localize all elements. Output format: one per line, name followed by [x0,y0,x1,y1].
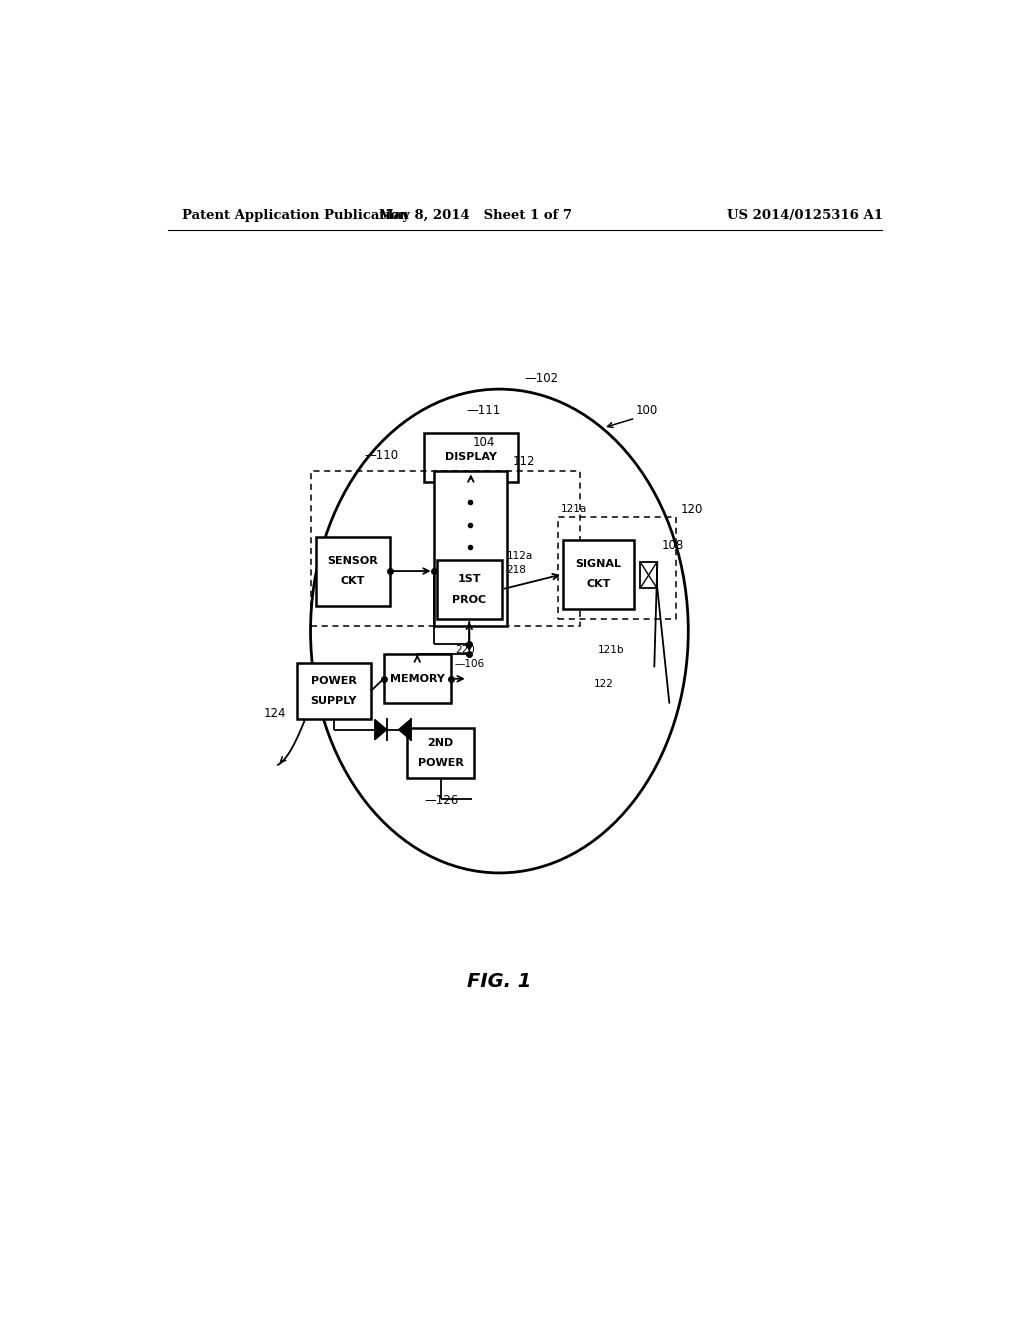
FancyBboxPatch shape [384,655,451,704]
Text: 121a: 121a [561,504,588,513]
Text: MEMORY: MEMORY [390,673,444,684]
Text: 112: 112 [513,455,536,467]
Text: US 2014/0125316 A1: US 2014/0125316 A1 [727,209,883,222]
Text: PROC: PROC [453,594,486,605]
FancyBboxPatch shape [408,727,474,779]
Text: SUPPLY: SUPPLY [310,696,357,706]
Text: FIG. 1: FIG. 1 [467,973,531,991]
FancyBboxPatch shape [316,536,390,606]
Text: 2ND: 2ND [428,738,454,748]
Text: —106: —106 [455,659,485,668]
Text: POWER: POWER [311,676,357,686]
Text: 112a: 112a [507,550,532,561]
Text: CKT: CKT [341,577,366,586]
Polygon shape [375,719,387,739]
Text: 122: 122 [594,680,613,689]
Text: 220: 220 [455,645,475,655]
Text: 121b: 121b [598,645,624,655]
Text: Patent Application Publication: Patent Application Publication [182,209,409,222]
FancyBboxPatch shape [640,562,657,589]
Text: CKT: CKT [587,579,610,589]
Text: —126: —126 [425,795,459,808]
Text: 1ST: 1ST [458,574,481,585]
Text: 104: 104 [472,437,495,450]
FancyBboxPatch shape [433,471,507,626]
Text: —111: —111 [467,404,501,417]
Text: —102: —102 [524,372,559,385]
Polygon shape [398,719,411,739]
Text: POWER: POWER [418,758,464,768]
Text: DISPLAY: DISPLAY [444,453,497,462]
Text: 124: 124 [264,706,286,719]
Text: May 8, 2014   Sheet 1 of 7: May 8, 2014 Sheet 1 of 7 [379,209,572,222]
Text: SIGNAL: SIGNAL [575,558,622,569]
Text: —110: —110 [365,449,398,462]
FancyBboxPatch shape [424,433,518,482]
FancyBboxPatch shape [297,663,371,719]
Text: 218: 218 [507,565,526,576]
FancyBboxPatch shape [436,560,502,619]
FancyBboxPatch shape [563,540,634,609]
Text: 100: 100 [636,404,657,417]
Text: 108: 108 [663,539,684,552]
Text: 120: 120 [680,503,702,516]
Text: SENSOR: SENSOR [328,556,378,566]
